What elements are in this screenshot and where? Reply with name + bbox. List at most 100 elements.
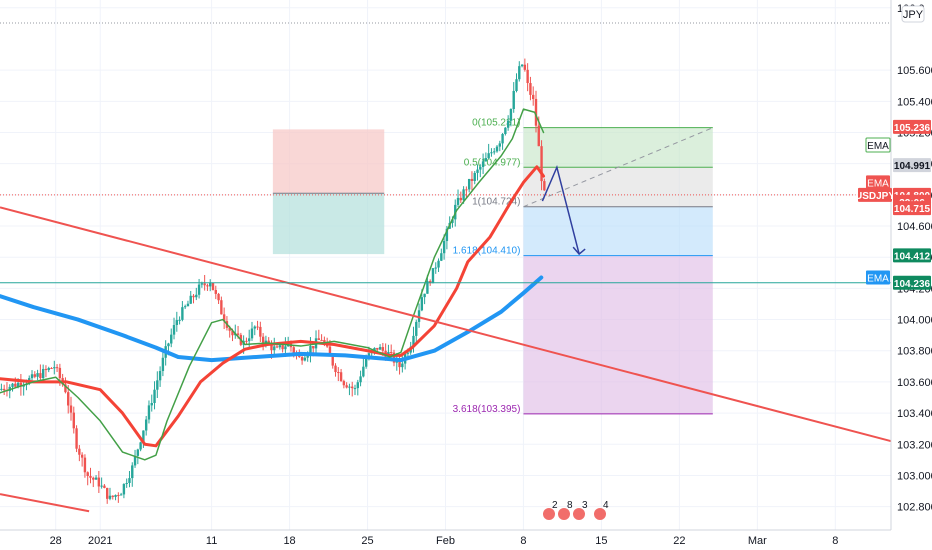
candle-body	[456, 197, 460, 205]
candle-body	[501, 133, 504, 144]
candle-body	[337, 372, 340, 374]
candle-body	[309, 346, 312, 355]
candle-body	[401, 363, 404, 368]
candle-body	[94, 477, 98, 480]
candle-body	[103, 485, 106, 488]
candle-body	[334, 365, 337, 373]
candle-body	[142, 430, 145, 443]
fib-level-label: 0(105.231)	[472, 118, 520, 129]
price-badge-label: 105.236	[894, 123, 931, 134]
candle-body	[80, 454, 84, 458]
candle-body	[209, 282, 212, 287]
ema-tag	[865, 137, 891, 153]
candle-body	[250, 328, 254, 339]
candle-body	[518, 66, 521, 80]
time-tick-label: Feb	[436, 535, 455, 547]
candle-body	[284, 346, 287, 350]
time-tick-label: Mar	[748, 535, 767, 547]
candle-body	[442, 241, 446, 254]
candle-body	[133, 455, 137, 466]
flag-icon	[573, 508, 585, 520]
candle-body	[490, 152, 493, 154]
candle-body	[440, 253, 443, 261]
candle-body	[86, 472, 89, 476]
candle-body	[150, 403, 153, 406]
candle-body	[158, 371, 162, 381]
candle-body	[33, 374, 37, 377]
candle-body	[465, 189, 468, 191]
price-tick-label: 105.400	[897, 96, 932, 108]
fib-band	[523, 206, 713, 256]
candle-body	[345, 385, 348, 388]
candle-body	[139, 442, 142, 450]
candle-body	[320, 339, 323, 341]
time-tick-label: 8	[832, 535, 838, 547]
price-tick-label: 102.800	[897, 502, 932, 514]
candle-body	[331, 355, 334, 366]
event-count: 4	[603, 500, 609, 511]
price-axis-bg	[891, 0, 932, 550]
candle-body	[356, 382, 359, 389]
candle-body	[97, 477, 101, 487]
candle-body	[420, 297, 424, 311]
candle-body	[253, 326, 256, 329]
time-tick-label: 28	[50, 535, 62, 547]
candle-body	[378, 347, 382, 350]
candle-body	[543, 181, 546, 191]
candle-body	[64, 384, 67, 393]
time-tick-label: 18	[283, 535, 295, 547]
candle-body	[170, 334, 173, 344]
candle-body	[128, 478, 131, 483]
candle-body	[175, 320, 179, 326]
candle-body	[300, 357, 304, 361]
time-tick-label: 2021	[88, 535, 112, 547]
price-tick-label: 104.000	[897, 315, 932, 327]
candle-body	[473, 172, 476, 181]
price-tick-label: 103.800	[897, 346, 932, 358]
ema-tag	[866, 175, 890, 190]
candle-body	[92, 477, 95, 480]
candle-body	[348, 386, 351, 388]
candle-body	[228, 327, 231, 331]
candle-body	[83, 457, 87, 473]
candle-body	[248, 338, 251, 342]
candle-body	[412, 335, 415, 347]
price-tick-label: 103.200	[897, 439, 932, 451]
price-badge-label: 104.715	[894, 204, 931, 215]
candle-body	[270, 343, 273, 351]
candle-body	[484, 158, 488, 162]
candle-body	[498, 143, 501, 147]
stop-zone	[272, 129, 385, 194]
event-count: 2	[552, 500, 558, 511]
candle-body	[506, 120, 510, 128]
candle-body	[217, 293, 220, 301]
price-badge	[893, 158, 931, 173]
trendline	[0, 206, 892, 443]
candle-body	[125, 482, 128, 485]
time-tick-label: 11	[206, 535, 217, 547]
candle-body	[47, 368, 50, 371]
candle-body	[493, 151, 496, 153]
target-zone	[272, 193, 385, 255]
candle-body	[214, 289, 217, 294]
candle-body	[462, 189, 465, 201]
projection-arrow	[541, 164, 580, 255]
candle-body	[398, 359, 401, 368]
time-axis-bg	[0, 530, 932, 550]
candle-body	[195, 294, 198, 298]
candle-body	[273, 346, 276, 351]
candle-body	[406, 352, 410, 354]
price-axis: 106.0105.600105.400105.200105.000104.800…	[855, 0, 932, 550]
candle-body	[117, 495, 120, 497]
price-tick-label: 103.400	[897, 408, 932, 420]
price-badge	[893, 275, 931, 290]
ema-tag-label: EMA	[867, 273, 889, 284]
ema-line	[0, 165, 546, 448]
candle-body	[153, 389, 156, 404]
candle-body	[36, 373, 39, 377]
candle-body	[131, 465, 134, 479]
candle-body	[236, 333, 240, 335]
candle-body	[476, 169, 479, 173]
